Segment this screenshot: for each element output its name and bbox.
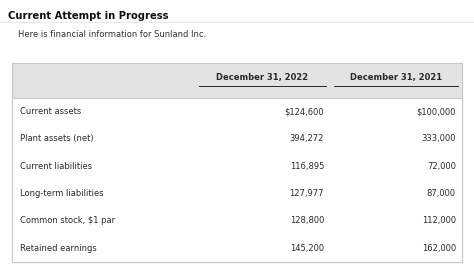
Text: December 31, 2021: December 31, 2021 [350,73,442,82]
Text: December 31, 2022: December 31, 2022 [217,73,309,82]
Bar [12,98,462,125]
Text: 72,000: 72,000 [427,162,456,171]
Text: Long-term liabilities: Long-term liabilities [20,189,104,198]
Bar [12,180,462,207]
Text: 112,000: 112,000 [422,217,456,225]
Text: 394,272: 394,272 [290,134,324,143]
Text: 127,977: 127,977 [290,189,324,198]
Text: Current liabilities: Current liabilities [20,162,92,171]
Text: Retained earnings: Retained earnings [20,244,97,253]
Text: Common stock, $1 par: Common stock, $1 par [20,217,115,225]
Text: Plant assets (net): Plant assets (net) [20,134,94,143]
Bar [12,125,462,153]
Text: 333,000: 333,000 [421,134,456,143]
Text: $124,600: $124,600 [284,107,324,116]
Text: 145,200: 145,200 [290,244,324,253]
Bar [12,63,462,262]
Bar [12,207,462,235]
Text: 116,895: 116,895 [290,162,324,171]
Bar [12,235,462,262]
Text: Here is financial information for Sunland Inc.: Here is financial information for Sunlan… [18,30,206,39]
Text: $100,000: $100,000 [417,107,456,116]
Bar [12,63,462,98]
Text: 128,800: 128,800 [290,217,324,225]
Bar [12,153,462,180]
Text: 87,000: 87,000 [427,189,456,198]
Text: Current assets: Current assets [20,107,81,116]
Bar [12,63,462,262]
Text: Current Attempt in Progress: Current Attempt in Progress [8,11,168,21]
Text: 162,000: 162,000 [422,244,456,253]
